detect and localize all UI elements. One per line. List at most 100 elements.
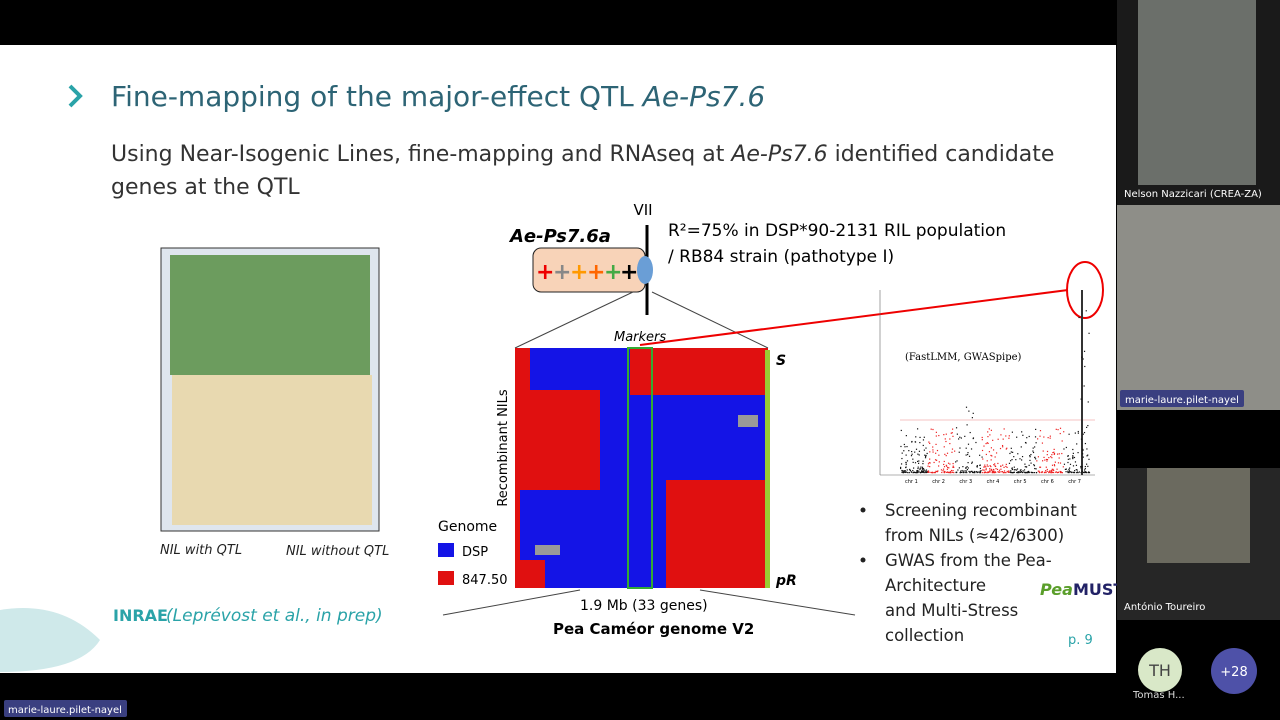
gwas-point: [979, 467, 981, 470]
gwas-point: [963, 471, 965, 473]
gwas-point: [1013, 469, 1016, 471]
interval-label: 1.9 Mb (33 genes): [580, 598, 708, 614]
gwas-point: [1056, 471, 1059, 474]
gwas-point: [1084, 471, 1086, 474]
gwas-point: [969, 471, 971, 473]
gwas-point: [1048, 457, 1050, 459]
gwas-point: [992, 439, 994, 441]
gwas-point: [1043, 436, 1045, 438]
gwas-point: [1011, 431, 1013, 433]
gwas-point: [1019, 458, 1021, 460]
gwas-point: [933, 471, 935, 474]
gwas-point: [1055, 428, 1057, 430]
gwas-point: [964, 435, 966, 437]
gwas-point: [937, 470, 939, 472]
video-tile[interactable]: [1117, 205, 1280, 410]
gwas-point: [903, 450, 905, 452]
gwas-point: [943, 466, 946, 468]
gwas-point: [999, 447, 1002, 450]
gwas-point: [1000, 434, 1002, 436]
gwas-point: [1072, 452, 1074, 454]
gwas-point: [914, 441, 916, 443]
title-text: Fine-mapping of the major-effect QTL: [111, 80, 643, 113]
gwas-point: [907, 471, 909, 474]
gwas-point: [992, 471, 994, 474]
gwas-point: [971, 417, 973, 419]
gwas-point: [1013, 456, 1015, 458]
chevron: [68, 84, 83, 108]
gwas-point: [1088, 471, 1090, 473]
gwas-point: [1076, 469, 1078, 471]
gwas-point: [1083, 431, 1086, 434]
gwas-point: [915, 436, 917, 438]
gwas-point: [929, 451, 931, 453]
gwas-point: [900, 463, 903, 465]
gwas-point: [965, 406, 968, 408]
gwas-point: [956, 433, 958, 435]
gwas-point: [908, 471, 910, 474]
gwas-point: [958, 467, 960, 469]
gwas-point: [904, 446, 906, 448]
gwas-point: [988, 451, 991, 453]
gwas-point: [925, 454, 927, 457]
gwas-point: [916, 428, 919, 430]
avatar[interactable]: [1138, 648, 1182, 692]
gwas-point: [1087, 465, 1089, 467]
gwas-point: [1016, 436, 1018, 438]
gwas-point: [976, 466, 978, 468]
gwas-point: [1080, 467, 1082, 469]
gwas-point: [1030, 471, 1032, 473]
gwas-point: [1078, 471, 1081, 473]
gwas-point: [1088, 458, 1090, 460]
gwas-point: [947, 471, 949, 474]
gwas-point: [1072, 456, 1074, 458]
gwas-point: [985, 469, 987, 471]
gwas-point: [1018, 471, 1020, 473]
gwas-point: [1076, 443, 1078, 445]
gwas-point: [903, 470, 905, 472]
gwas-point: [989, 469, 991, 472]
gwas-point: [928, 441, 930, 443]
gwas-point: [972, 412, 974, 414]
gwas-point: [1083, 469, 1086, 471]
gwas-point: [928, 462, 930, 464]
gwas-point: [954, 450, 956, 452]
gwas-point: [1012, 471, 1014, 474]
gwas-point: [958, 451, 960, 453]
gwas-point: [992, 470, 994, 473]
gwas-point: [1086, 448, 1088, 450]
gwas-point: [995, 471, 997, 474]
gwas-point: [1074, 461, 1077, 463]
gwas-point: [905, 463, 907, 466]
gwas-point: [1075, 469, 1077, 471]
gwas-point: [910, 455, 913, 457]
gwas-point: [908, 450, 910, 452]
gwas-point: [1046, 468, 1048, 471]
gwas-point: [900, 429, 902, 432]
gwas-point: [958, 438, 960, 440]
gwas-point: [1032, 447, 1034, 449]
gwas-point: [1029, 459, 1031, 462]
gwas-point: [902, 471, 904, 473]
gwas-point: [936, 459, 938, 461]
highlight: [1066, 261, 1104, 319]
gwas-point: [967, 443, 970, 445]
gwas-point: [1059, 432, 1061, 435]
gwas-point: [945, 464, 947, 466]
gwas-point: [938, 454, 940, 456]
gwas-point: [982, 458, 984, 460]
gwas-point: [1057, 462, 1060, 464]
svg-text:+: +: [620, 260, 638, 285]
gwas-point: [924, 470, 926, 472]
gwas-point: [1026, 471, 1028, 474]
gwas-point: [1030, 453, 1032, 456]
gwas-point: [1037, 470, 1039, 472]
gwas-point: [1039, 466, 1041, 468]
more-button[interactable]: [1211, 648, 1257, 694]
gwas-point: [991, 469, 993, 471]
video-feed: [1147, 468, 1250, 563]
gwas-point: [920, 471, 922, 473]
gwas-point: [1058, 453, 1060, 455]
gwas-point: [1084, 365, 1086, 368]
markers-icons: ++++++: [536, 260, 638, 285]
